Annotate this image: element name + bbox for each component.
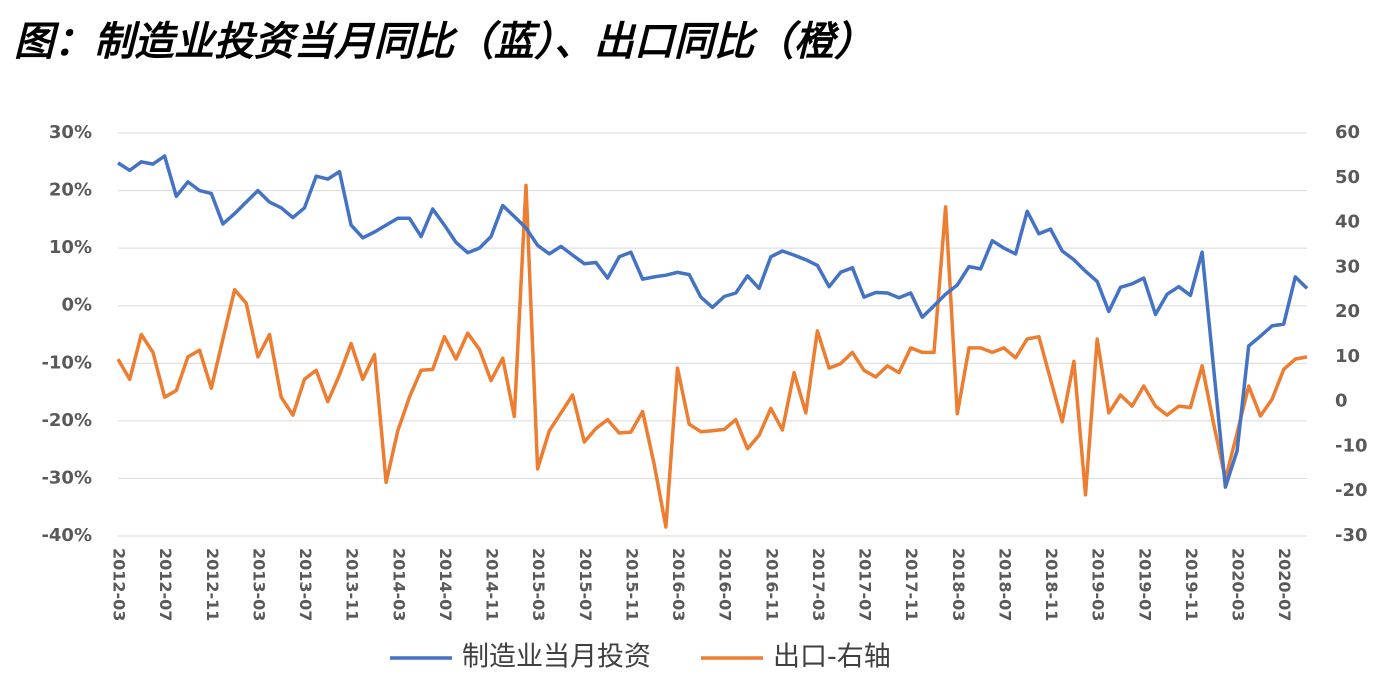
x-tick-label: 2017-11 [902,548,921,621]
x-tick-label: 2014-11 [483,548,502,621]
x-tick-label: 2018-03 [949,548,968,621]
x-tick-label: 2013-07 [296,548,315,621]
x-tick-label: 2016-07 [716,548,735,621]
y2-tick-label: 0 [1335,391,1348,412]
y-tick-label: 10% [49,237,92,258]
legend-label: 出口-右轴 [773,642,891,673]
x-tick-label: 2015-03 [529,548,548,621]
y2-tick-label: 10 [1335,346,1360,367]
y-tick-label: -10% [41,352,92,373]
y2-tick-label: -30 [1335,525,1368,546]
x-tick-label: 2018-11 [1042,548,1061,621]
x-tick-label: 2014-07 [436,548,455,621]
x-tick-label: 2017-03 [809,548,828,621]
chart-title: 图：制造业投资当月同比（蓝）、出口同比（橙） [14,19,874,65]
y-tick-label: -40% [41,525,92,546]
y-tick-label: 0% [61,295,92,316]
x-tick-label: 2019-03 [1089,548,1108,621]
y2-tick-label: 30 [1335,256,1360,277]
x-tick-label: 2013-03 [249,548,268,621]
x-tick-label: 2020-07 [1275,548,1294,621]
y-tick-label: 20% [49,180,92,201]
x-tick-label: 2013-11 [343,548,362,621]
x-tick-label: 2012-07 [156,548,175,621]
x-tick-label: 2019-07 [1135,548,1154,621]
x-tick-label: 2014-03 [389,548,408,621]
x-tick-label: 2019-11 [1182,548,1201,621]
y-tick-label: -30% [41,467,92,488]
x-tick-label: 2016-03 [669,548,688,621]
y-tick-label: -20% [41,410,92,431]
y-tick-label: 30% [49,122,92,143]
x-tick-label: 2017-07 [856,548,875,621]
y2-tick-label: 60 [1335,122,1360,143]
x-tick-label: 2016-11 [762,548,781,621]
x-tick-label: 2012-11 [203,548,222,621]
y2-tick-label: -10 [1335,435,1368,456]
series-line [116,183,1308,529]
series-line [117,154,1309,489]
x-tick-label: 2015-11 [622,548,641,621]
x-tick-label: 2012-03 [110,548,129,621]
x-tick-label: 2015-07 [576,548,595,621]
x-tick-label: 2018-07 [995,548,1014,621]
y2-tick-label: -20 [1335,480,1368,501]
y2-tick-label: 40 [1335,212,1360,233]
x-tick-label: 2020-03 [1229,548,1248,621]
legend-label: 制造业当月投资 [462,642,651,673]
y2-tick-label: 50 [1335,167,1360,188]
y2-tick-label: 20 [1335,301,1360,322]
